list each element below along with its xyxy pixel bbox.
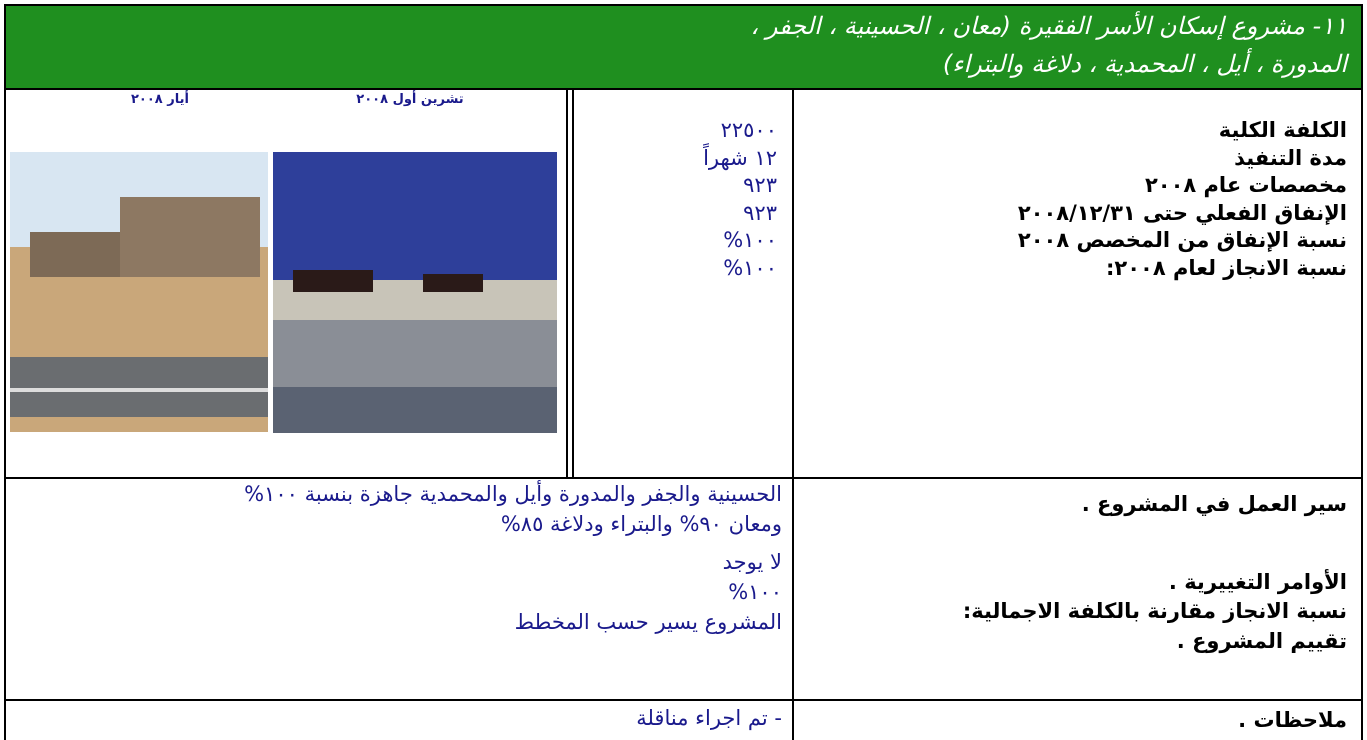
value: ٩٢٣ <box>743 200 777 225</box>
photo <box>10 152 268 432</box>
border <box>5 699 1363 701</box>
photo <box>273 152 557 433</box>
value: الحسينية والجفر والمدورة وأيل والمحمدية … <box>244 482 782 506</box>
label: الكلفة الكلية <box>1218 118 1347 142</box>
value: ومعان ٩٠% والبتراء ودلاغة ٨٥% <box>500 512 782 536</box>
value: المشروع يسير حسب المخطط <box>514 610 782 634</box>
label: تقييم المشروع . <box>1176 629 1347 653</box>
border <box>5 88 1363 90</box>
header-bar <box>5 5 1362 88</box>
border <box>5 477 1363 479</box>
photo-caption: أيار ٢٠٠٨ <box>131 92 189 107</box>
border <box>572 88 574 478</box>
label: ملاحظات . <box>1238 708 1347 732</box>
value: ٩٢٣ <box>743 173 777 197</box>
label: الأوامر التغييرية . <box>1168 570 1347 594</box>
value: - تم اجراء مناقلة <box>636 706 782 730</box>
border <box>792 88 794 740</box>
border <box>566 88 568 478</box>
border <box>5 4 1363 6</box>
label: سير العمل في المشروع . <box>1081 492 1347 516</box>
border <box>1361 4 1363 740</box>
border <box>4 4 6 740</box>
label: مخصصات عام ٢٠٠٨ <box>1144 173 1347 197</box>
label: الإنفاق الفعلي حتى ٢٠٠٨/١٢/٣١ <box>1017 200 1347 225</box>
label: نسبة الإنفاق من المخصص ٢٠٠٨ <box>1017 228 1347 252</box>
title-line: المدورة ، أيل ، المحمدية ، دلاغة والبترا… <box>942 50 1347 78</box>
label: نسبة الانجاز مقارنة بالكلفة الاجمالية: <box>962 599 1347 623</box>
value: لا يوجد <box>722 550 782 574</box>
label: نسبة الانجاز لعام ٢٠٠٨: <box>1105 255 1347 280</box>
value: ١٠٠% <box>723 255 777 280</box>
label: مدة التنفيذ <box>1234 145 1347 170</box>
photo-caption: تشرين أول ٢٠٠٨ <box>356 92 464 107</box>
value: ١٢ شهراً <box>703 145 777 170</box>
title-line: ١١- مشروع إسكان الأسر الفقيرة (معان ، ال… <box>750 12 1347 40</box>
value: ١٠٠% <box>728 580 782 604</box>
value: ١٠٠% <box>723 228 777 252</box>
value: ٢٢٥٠٠ <box>720 118 777 142</box>
